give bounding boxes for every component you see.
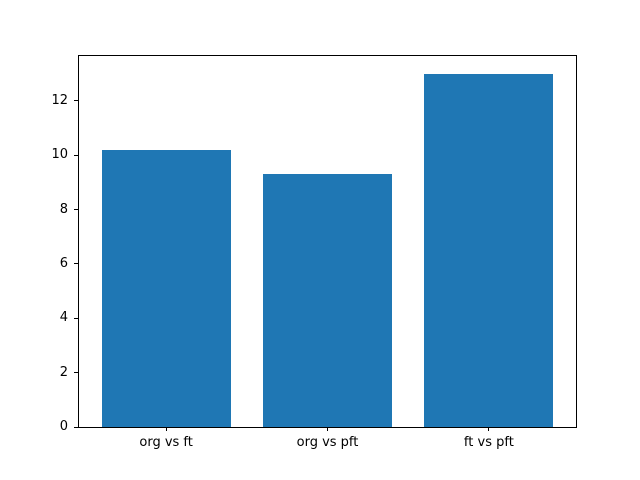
bar-org-vs-ft bbox=[101, 149, 231, 427]
y-tick-label: 10 bbox=[51, 147, 68, 163]
bars-layer bbox=[79, 56, 576, 427]
y-tick-label: 4 bbox=[59, 310, 68, 326]
x-tick-label: ft vs pft bbox=[463, 435, 514, 450]
y-tick-mark bbox=[74, 209, 79, 211]
y-tick-mark bbox=[74, 372, 79, 374]
y-tick-label: 0 bbox=[59, 419, 68, 434]
x-tick-mark bbox=[488, 427, 490, 431]
x-tick-mark bbox=[165, 427, 167, 431]
x-tick-label: org vs pft bbox=[296, 435, 359, 450]
y-tick-mark bbox=[74, 317, 79, 319]
y-tick-mark bbox=[74, 263, 79, 265]
plot-area bbox=[78, 55, 577, 428]
y-tick-label: 8 bbox=[59, 201, 68, 217]
x-tick-label: org vs ft bbox=[139, 435, 193, 450]
y-tick-mark bbox=[74, 100, 79, 102]
bar-ft-vs-pft bbox=[424, 73, 554, 427]
y-tick-label: 6 bbox=[59, 255, 68, 271]
y-tick-mark bbox=[74, 426, 79, 428]
x-tick-mark bbox=[327, 427, 328, 431]
bar-org-vs-pft bbox=[262, 174, 393, 427]
y-tick-mark bbox=[74, 154, 79, 156]
y-tick-label: 2 bbox=[59, 364, 68, 380]
y-tick-label: 12 bbox=[51, 92, 68, 108]
